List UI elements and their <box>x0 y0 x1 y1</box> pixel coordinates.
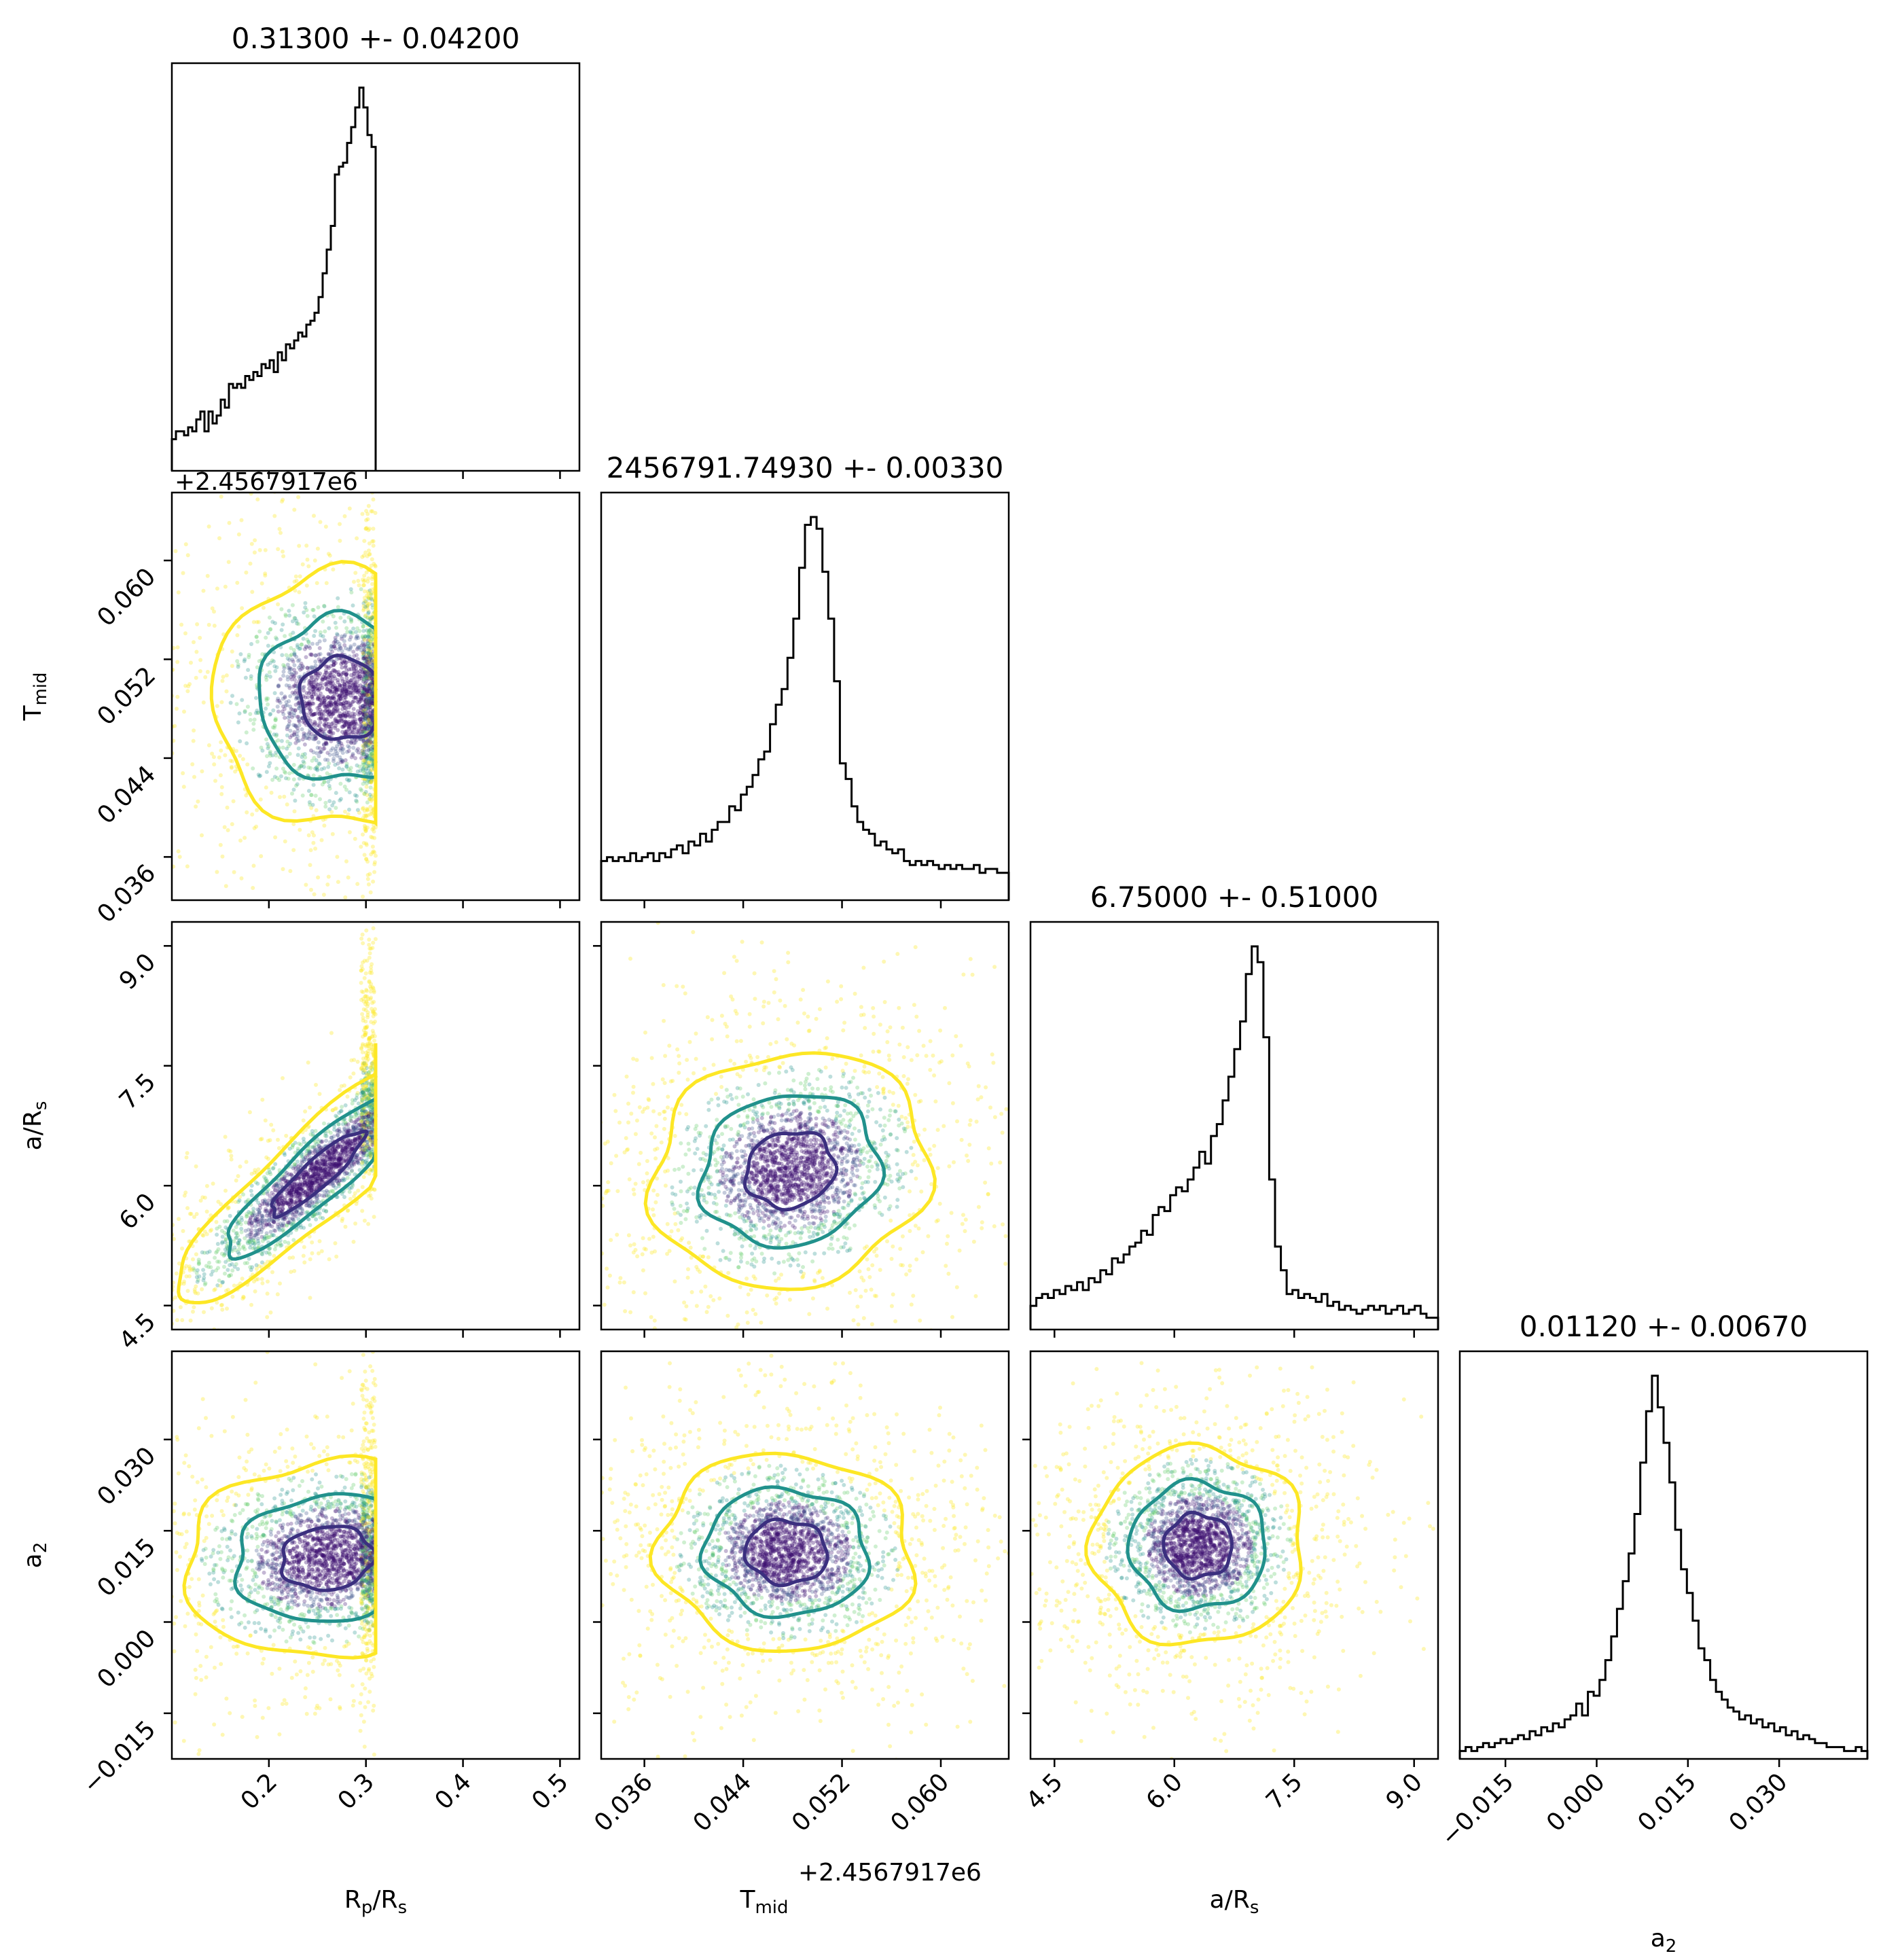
x-axis-label-rp: Rp/Rs <box>344 1886 407 1918</box>
x-tick-label: 0.4 <box>429 1768 476 1815</box>
y-tick-label: 7.5 <box>114 1068 161 1115</box>
x-tick-label: 0.044 <box>688 1768 757 1837</box>
x-axis-label-a2: a2 <box>1651 1925 1677 1957</box>
panel-frame <box>600 491 1010 902</box>
title-tmid: 2456791.74930 +- 0.00330 <box>607 451 1004 484</box>
histogram-rp <box>171 86 377 471</box>
x-tick-label: 0.036 <box>589 1768 658 1837</box>
x-tick-label: 0.2 <box>236 1768 283 1815</box>
y-tick-label: 0.060 <box>92 563 161 632</box>
title-a2: 0.01120 +- 0.00670 <box>1520 1310 1808 1343</box>
panel-frame <box>1458 1350 1869 1760</box>
contour-3-sigma <box>209 560 378 827</box>
contour-1-sigma <box>270 1129 369 1219</box>
x-tick-label: 9.0 <box>1381 1768 1428 1815</box>
x-tick-label: 7.5 <box>1261 1768 1308 1815</box>
contour-3-sigma <box>1084 1441 1303 1647</box>
x-tick-label: −0.015 <box>1435 1768 1519 1851</box>
contour-2-sigma <box>1126 1476 1267 1614</box>
scatter-panel-rp-tmid <box>172 493 378 900</box>
y-tick-label: 0.044 <box>92 760 161 830</box>
x-tick-label: 4.5 <box>1021 1768 1068 1815</box>
contour-3-sigma <box>177 1043 378 1305</box>
histogram-tmid <box>600 516 1010 900</box>
contour-1-sigma <box>742 1130 839 1212</box>
histogram-ars <box>1029 945 1439 1330</box>
x-tick-label: 0.030 <box>1724 1768 1793 1837</box>
contour-3-sigma <box>182 1454 378 1660</box>
contour-1-sigma <box>298 654 378 741</box>
panel-frame <box>600 1350 1010 1760</box>
contour-3-sigma <box>648 1451 918 1654</box>
x-tick-label: 0.052 <box>787 1768 856 1837</box>
contour-2-sigma <box>698 1485 872 1620</box>
scatter-panel-tmid-a2 <box>601 1353 1009 1759</box>
title-ars: 6.75000 +- 0.51000 <box>1090 880 1378 914</box>
scatter-panel-rp-a2 <box>172 1351 378 1757</box>
x-axis-label-tmid: Tmid <box>739 1886 788 1918</box>
contour-1-sigma <box>742 1517 829 1588</box>
contour-1-sigma <box>279 1525 378 1592</box>
panel-frame <box>600 921 1010 1331</box>
y-tick-label: 4.5 <box>114 1308 161 1355</box>
contour-2-sigma <box>696 1094 886 1250</box>
y-tick-label: 9.0 <box>114 948 161 995</box>
panel-frame <box>171 1350 581 1760</box>
scatter-panel-tmid-ars <box>601 922 1009 1330</box>
x-tick-label: 0.5 <box>526 1768 573 1815</box>
contour-1-sigma <box>1162 1510 1234 1581</box>
y-tick-label: 6.0 <box>114 1188 161 1235</box>
scatter-panel-rp-ars <box>172 922 378 1330</box>
scatter-panel-ars-a2 <box>1030 1361 1435 1759</box>
y-tick-label: 0.015 <box>92 1533 161 1603</box>
contour-3-sigma <box>643 1051 937 1291</box>
x-tick-label: 6.0 <box>1141 1768 1188 1815</box>
offset-text-tmid-x: +2.4567917e6 <box>798 1859 982 1887</box>
contour-2-sigma <box>226 1090 378 1261</box>
y-axis-label-a2: a2 <box>19 1542 51 1569</box>
y-tick-label: 0.036 <box>92 859 161 929</box>
title-rp: 0.31300 +- 0.04200 <box>232 22 520 55</box>
x-tick-label: 0.060 <box>885 1768 954 1837</box>
panel-frame <box>171 921 581 1331</box>
histogram-a2 <box>1458 1374 1869 1759</box>
y-axis-label-tmid: Tmid <box>19 672 51 721</box>
y-axis-label-ars: a/Rs <box>19 1101 51 1151</box>
panel-frame <box>1029 921 1439 1331</box>
y-tick-label: 0.052 <box>92 662 161 731</box>
y-tick-label: 0.000 <box>92 1624 161 1694</box>
offset-text-tmid-y: +2.4567917e6 <box>175 468 358 496</box>
x-tick-label: 0.000 <box>1541 1768 1611 1837</box>
panel-frame <box>171 62 581 472</box>
x-tick-label: 0.3 <box>333 1768 380 1815</box>
panel-frame <box>1029 1350 1439 1760</box>
y-tick-label: −0.015 <box>77 1715 161 1799</box>
panel-frame <box>171 491 581 902</box>
x-axis-label-ars: a/Rs <box>1210 1886 1259 1918</box>
x-tick-label: 0.015 <box>1632 1768 1702 1837</box>
y-tick-label: 0.030 <box>92 1442 161 1511</box>
